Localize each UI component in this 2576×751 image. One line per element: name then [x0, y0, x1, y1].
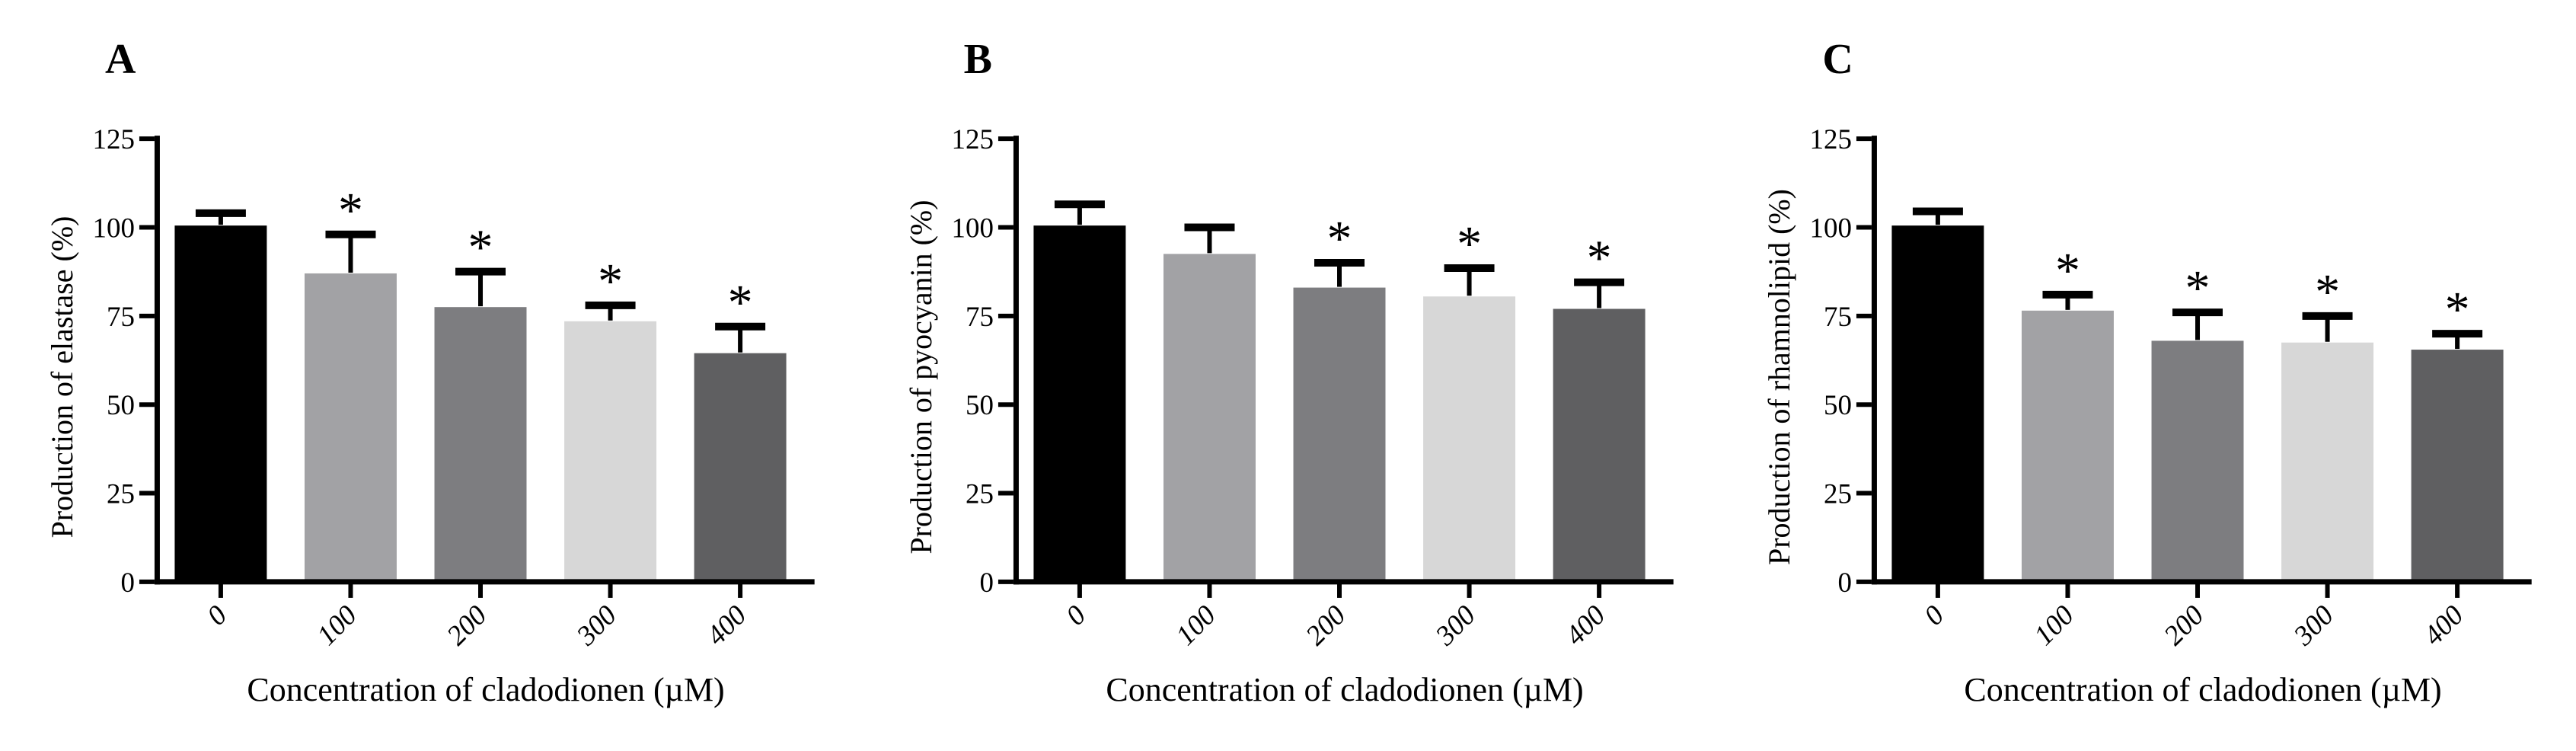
y-tick-label: 25 [1824, 478, 1852, 510]
bar-400 [694, 353, 787, 584]
bar-400 [2411, 350, 2504, 584]
x-tick-label: 400 [2418, 599, 2470, 651]
x-tick-label: 100 [2028, 599, 2080, 651]
x-tick-label: 200 [440, 599, 493, 651]
bar-0 [1891, 225, 1984, 584]
y-axis-title: Production of rhamnolipid (%) [1762, 189, 1796, 565]
y-tick-label: 100 [1810, 212, 1852, 243]
x-tick-label: 200 [2158, 599, 2211, 651]
y-tick-label: 100 [951, 212, 993, 243]
bar-200 [434, 307, 527, 584]
y-tick-label: 75 [107, 301, 135, 332]
significance-asterisk: * [2315, 264, 2340, 320]
significance-asterisk: * [2055, 243, 2080, 299]
bar-chart-elastase: 0 * 100 * 200 * 300 * 400 0 25 50 75 100 125 Production… [45, 123, 815, 708]
x-tick-label: 400 [701, 599, 753, 651]
bar-200 [1293, 287, 1386, 584]
bar-300 [1422, 296, 1515, 584]
bar-100 [304, 273, 397, 584]
significance-asterisk: * [1586, 231, 1611, 286]
x-tick-label: 300 [2287, 599, 2340, 651]
bar-100 [2022, 310, 2115, 584]
x-axis-title: Concentration of cladodionen (µM) [247, 671, 724, 708]
x-tick-label: 300 [570, 599, 622, 651]
y-tick-label: 50 [1824, 389, 1852, 420]
bar-0 [174, 225, 267, 584]
bar-200 [2151, 340, 2244, 584]
y-tick-label: 0 [120, 567, 134, 598]
y-axis-title: Production of pyocyanin (%) [904, 200, 938, 554]
panel-label-b: B [963, 36, 993, 83]
panel-c: C 0 * 100 * 200 * 300 * 400 0 25 50 75 100 125 Producti… [1717, 0, 2576, 751]
bar-300 [564, 321, 657, 584]
x-tick-label: 0 [1059, 599, 1091, 631]
x-tick-label: 0 [1918, 599, 1950, 631]
y-tick-label: 75 [1824, 301, 1852, 332]
bar-100 [1163, 254, 1256, 584]
bar-400 [1553, 308, 1646, 584]
panel-b: B 0 100 * 200 * 300 * 400 0 25 50 75 100 125 Productio… [859, 0, 1718, 751]
significance-asterisk: * [338, 183, 363, 238]
bar-chart-rhamnolipid: 0 * 100 * 200 * 300 * 400 0 25 50 75 100 125 Production… [1762, 123, 2533, 708]
y-tick-label: 50 [107, 389, 135, 420]
x-tick-label: 300 [1428, 599, 1481, 651]
y-tick-label: 25 [107, 478, 135, 510]
bar-300 [2281, 342, 2374, 584]
significance-asterisk: * [1457, 216, 1482, 272]
significance-asterisk: * [468, 220, 493, 276]
x-tick-label: 200 [1299, 599, 1352, 651]
significance-asterisk: * [598, 254, 623, 309]
y-tick-label: 25 [966, 478, 994, 510]
x-tick-label: 0 [201, 599, 233, 631]
x-axis-title: Concentration of cladodionen (µM) [1965, 671, 2442, 708]
panel-label-c: C [1822, 36, 1853, 83]
bar-chart-pyocyanin: 0 100 * 200 * 300 * 400 0 25 50 75 100 125 Production … [904, 123, 1674, 708]
y-tick-label: 0 [1838, 567, 1852, 598]
x-tick-label: 100 [1170, 599, 1222, 651]
y-tick-label: 125 [92, 123, 134, 155]
y-tick-label: 0 [979, 567, 993, 598]
y-tick-label: 50 [966, 389, 994, 420]
significance-asterisk: * [728, 275, 753, 331]
bar-0 [1033, 225, 1126, 584]
x-axis-title: Concentration of cladodionen (µM) [1106, 671, 1583, 708]
panel-label-a: A [105, 36, 136, 83]
y-tick-label: 125 [1810, 123, 1852, 155]
y-tick-label: 100 [92, 212, 134, 243]
y-tick-label: 125 [951, 123, 993, 155]
significance-asterisk: * [2185, 260, 2211, 316]
significance-asterisk: * [1326, 211, 1352, 267]
significance-asterisk: * [2445, 282, 2470, 337]
y-axis-title: Production of elastase (%) [45, 216, 79, 538]
y-tick-label: 75 [966, 301, 994, 332]
panel-a: A 0 * 100 * 200 * 300 * 400 0 25 50 75 100 125 Producti… [0, 0, 859, 751]
x-tick-label: 100 [311, 599, 363, 651]
x-tick-label: 400 [1559, 599, 1611, 651]
